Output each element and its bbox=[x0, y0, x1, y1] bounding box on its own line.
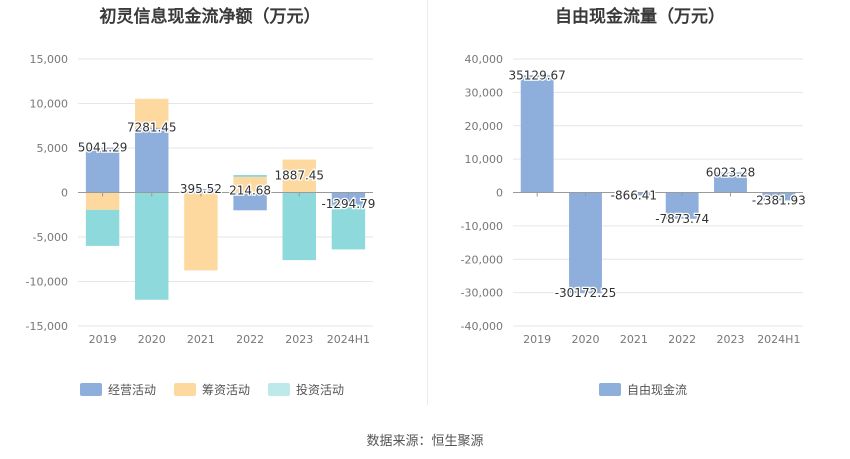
left-x-tick-label: 2019 bbox=[89, 333, 117, 346]
left-y-tick-label: 0 bbox=[61, 187, 68, 200]
legend-item-free-cash-flow[interactable]: 自由现金流 bbox=[599, 381, 687, 398]
left-bar-2023-s2 bbox=[282, 192, 316, 261]
chart-divider bbox=[427, 0, 428, 405]
left-x-tick-label: 2024H1 bbox=[327, 333, 370, 346]
left-y-tick-label: 15,000 bbox=[30, 53, 69, 66]
left-bar-2024H1-s2 bbox=[331, 204, 366, 250]
left-bar-2020-s2 bbox=[135, 192, 169, 300]
legend-label-operating: 经营活动 bbox=[108, 383, 157, 397]
legend-item-investing[interactable]: 投资活动 bbox=[268, 381, 344, 398]
left-bar-2020-s0 bbox=[135, 127, 169, 193]
right-x-tick-label: 2023 bbox=[717, 333, 745, 346]
left-bar-2021-s1 bbox=[184, 192, 218, 271]
left-data-label: -1294.79 bbox=[321, 197, 375, 211]
left-x-tick-label: 2020 bbox=[138, 333, 166, 346]
legend-item-financing[interactable]: 筹资活动 bbox=[174, 381, 250, 398]
left-bar-2020-s1 bbox=[135, 98, 169, 128]
left-y-tick-label: -15,000 bbox=[26, 320, 68, 333]
left-data-label: 395.52 bbox=[180, 182, 222, 196]
right-legend: 自由现金流 bbox=[599, 381, 705, 398]
left-bar-2019-s2 bbox=[85, 209, 120, 246]
left-x-tick-label: 2022 bbox=[236, 333, 264, 346]
legend-swatch-free-cash-flow bbox=[599, 383, 621, 396]
legend-label-investing: 投资活动 bbox=[296, 383, 345, 397]
left-y-tick-label: -5,000 bbox=[33, 231, 68, 244]
left-data-label: 214.68 bbox=[229, 184, 271, 198]
right-data-label: -866.41 bbox=[611, 188, 657, 202]
right-x-tick-label: 2019 bbox=[523, 333, 551, 346]
right-bar-2020-s0 bbox=[569, 192, 602, 294]
right-x-tick-label: 2022 bbox=[668, 333, 696, 346]
legend-label-free-cash-flow: 自由现金流 bbox=[627, 383, 688, 397]
legend-swatch-financing bbox=[174, 383, 197, 396]
right-y-tick-label: -10,000 bbox=[461, 220, 503, 233]
left-data-label: 7281.45 bbox=[127, 121, 177, 135]
left-legend: 经营活动 筹资活动 投资活动 bbox=[80, 381, 362, 398]
left-bar-2024H1-s0 bbox=[331, 192, 366, 205]
right-y-tick-label: 10,000 bbox=[465, 153, 504, 166]
right-y-tick-label: 30,000 bbox=[465, 86, 504, 99]
right-x-tick-label: 2020 bbox=[572, 333, 600, 346]
left-data-label: 1887.45 bbox=[274, 169, 324, 183]
left-bar-2022-s0 bbox=[233, 192, 267, 211]
left-y-tick-label: 5,000 bbox=[37, 142, 69, 155]
right-data-label: 35129.67 bbox=[509, 68, 566, 82]
right-chart-plot: 40,000 30,000 20,000 10,000 0 -10,000 -20,000 -… bbox=[461, 53, 808, 346]
right-y-tick-label: -30,000 bbox=[461, 287, 503, 300]
right-x-tick-label: 2021 bbox=[620, 333, 648, 346]
right-y-tick-label: 20,000 bbox=[465, 120, 504, 133]
legend-label-financing: 筹资活动 bbox=[202, 383, 251, 397]
right-y-tick-label: -20,000 bbox=[461, 253, 503, 266]
left-y-tick-label: -10,000 bbox=[26, 276, 68, 289]
right-bar-2019-s0 bbox=[520, 75, 554, 193]
legend-swatch-investing bbox=[268, 383, 291, 396]
left-chart-plot: 15,000 10,000 5,000 0 -5,000 -10,000 -15,000 20… bbox=[26, 53, 377, 346]
left-x-tick-label: 2023 bbox=[285, 333, 313, 346]
right-data-label: -7873.74 bbox=[655, 212, 709, 226]
right-data-label: -2381.93 bbox=[752, 193, 806, 207]
right-y-tick-label: -40,000 bbox=[461, 320, 503, 333]
left-bar-2023-s1 bbox=[282, 159, 316, 193]
legend-swatch-operating bbox=[80, 383, 102, 396]
data-source: 数据来源：恒生聚源 bbox=[366, 434, 484, 449]
right-x-tick-label: 2024H1 bbox=[757, 333, 800, 346]
right-y-tick-label: 0 bbox=[496, 187, 503, 200]
left-bar-2019-s0 bbox=[85, 147, 120, 193]
left-bar-2022-s2 bbox=[233, 175, 267, 177]
left-data-label: 5041.29 bbox=[78, 141, 128, 155]
right-chart-title: 自由现金流量（万元） bbox=[555, 7, 725, 27]
left-bar-2022-s1 bbox=[233, 176, 267, 193]
left-bar-2021-s0 bbox=[184, 188, 218, 193]
left-bar-2019-s1 bbox=[85, 192, 120, 210]
left-chart-title: 初灵信息现金流净额（万元） bbox=[99, 7, 321, 27]
left-x-tick-label: 2021 bbox=[187, 333, 215, 346]
right-bar-2023-s0 bbox=[714, 172, 747, 193]
right-data-label: -30172.25 bbox=[555, 286, 617, 300]
right-data-label: 6023.28 bbox=[706, 165, 756, 179]
right-bar-2022-s0 bbox=[665, 192, 699, 219]
legend-item-operating[interactable]: 经营活动 bbox=[80, 381, 156, 398]
left-y-tick-label: 10,000 bbox=[30, 98, 69, 111]
right-y-tick-label: 40,000 bbox=[465, 53, 504, 66]
